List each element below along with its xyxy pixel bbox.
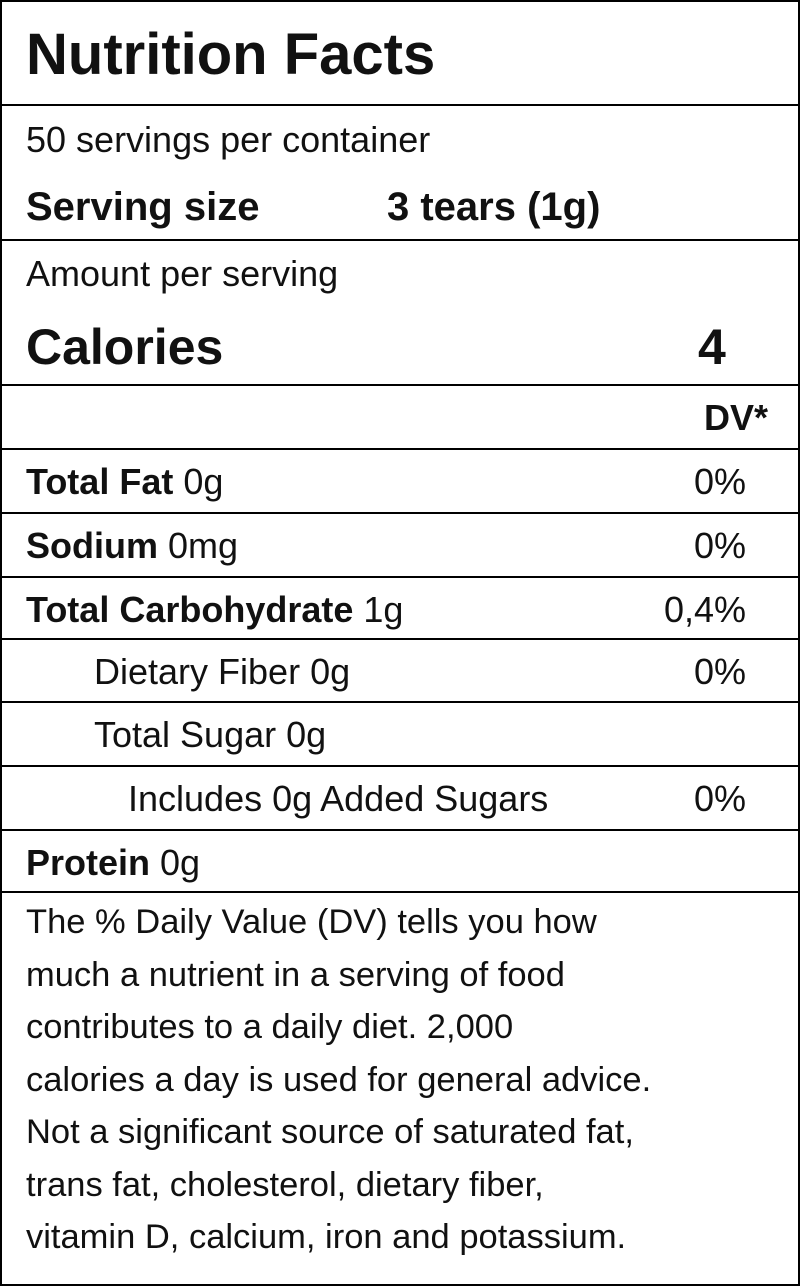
- divider: [2, 638, 798, 640]
- footnote-line: The % Daily Value (DV) tells you how: [26, 903, 597, 941]
- daily-value: 0%: [693, 461, 746, 502]
- nutrient-amount: 0g: [286, 714, 327, 755]
- nutrient-amount: 0g: [310, 651, 351, 692]
- nutrient-label: Protein: [26, 842, 151, 883]
- calories-value: 4: [698, 319, 726, 375]
- footnote-line: calories a day is used for general advic…: [26, 1060, 652, 1099]
- daily-value: 0%: [693, 778, 746, 819]
- nutrient-name: Total Fat 0g: [26, 464, 223, 500]
- nutrient-label: Total Carbohydrate: [26, 589, 354, 630]
- nutrient-amount: 0g: [160, 842, 201, 883]
- divider: [2, 239, 798, 241]
- nutrient-label: Includes 0g Added Sugars: [128, 778, 549, 819]
- nutrient-name: Protein 0g: [26, 845, 200, 881]
- divider: [2, 512, 798, 514]
- nutrient-name: Total Carbohydrate 1g: [26, 592, 403, 628]
- nutrient-name: Dietary Fiber 0g: [94, 654, 350, 690]
- footnote-line: much a nutrient in a serving of food: [26, 955, 565, 994]
- serving-size-value: 3 tears (1g): [387, 185, 601, 229]
- dv-header: DV*: [703, 397, 768, 438]
- footnote-line: trans fat, cholesterol, dietary fiber,: [26, 1165, 544, 1204]
- daily-value: 0%: [693, 651, 746, 692]
- serving-size-label: Serving size: [26, 185, 260, 229]
- nutrient-label: Dietary Fiber: [94, 651, 301, 692]
- divider: [2, 891, 798, 893]
- nutrient-amount: 1g: [363, 589, 404, 630]
- calories-label: Calories: [26, 319, 224, 375]
- nutrient-label: Total Sugar: [94, 714, 277, 755]
- divider: [2, 384, 798, 386]
- divider: [2, 829, 798, 831]
- nutrient-label: Sodium: [26, 525, 158, 566]
- daily-value: 0,4%: [663, 589, 746, 630]
- nutrient-amount: 0g: [183, 461, 224, 502]
- divider: [2, 576, 798, 578]
- divider: [2, 448, 798, 450]
- divider: [2, 765, 798, 767]
- nutrient-name: Sodium 0mg: [26, 528, 238, 564]
- daily-value: 0%: [693, 525, 746, 566]
- nutrient-name: Total Sugar 0g: [94, 717, 326, 753]
- divider: [2, 104, 798, 106]
- nutrient-amount: 0mg: [168, 525, 239, 566]
- nutrient-label: Total Fat: [26, 461, 174, 502]
- title: Nutrition Facts: [26, 22, 436, 87]
- amount-per-serving: Amount per serving: [26, 253, 339, 294]
- divider: [2, 701, 798, 703]
- servings: 50 servings per container: [26, 119, 431, 160]
- nutrient-name: Includes 0g Added Sugars: [128, 781, 548, 817]
- footnote-line: contributes to a daily diet. 2,000: [26, 1008, 514, 1046]
- footnote-line: Not a significant source of saturated fa…: [26, 1113, 634, 1151]
- footnote-line: vitamin D, calcium, iron and potassium.: [26, 1218, 627, 1256]
